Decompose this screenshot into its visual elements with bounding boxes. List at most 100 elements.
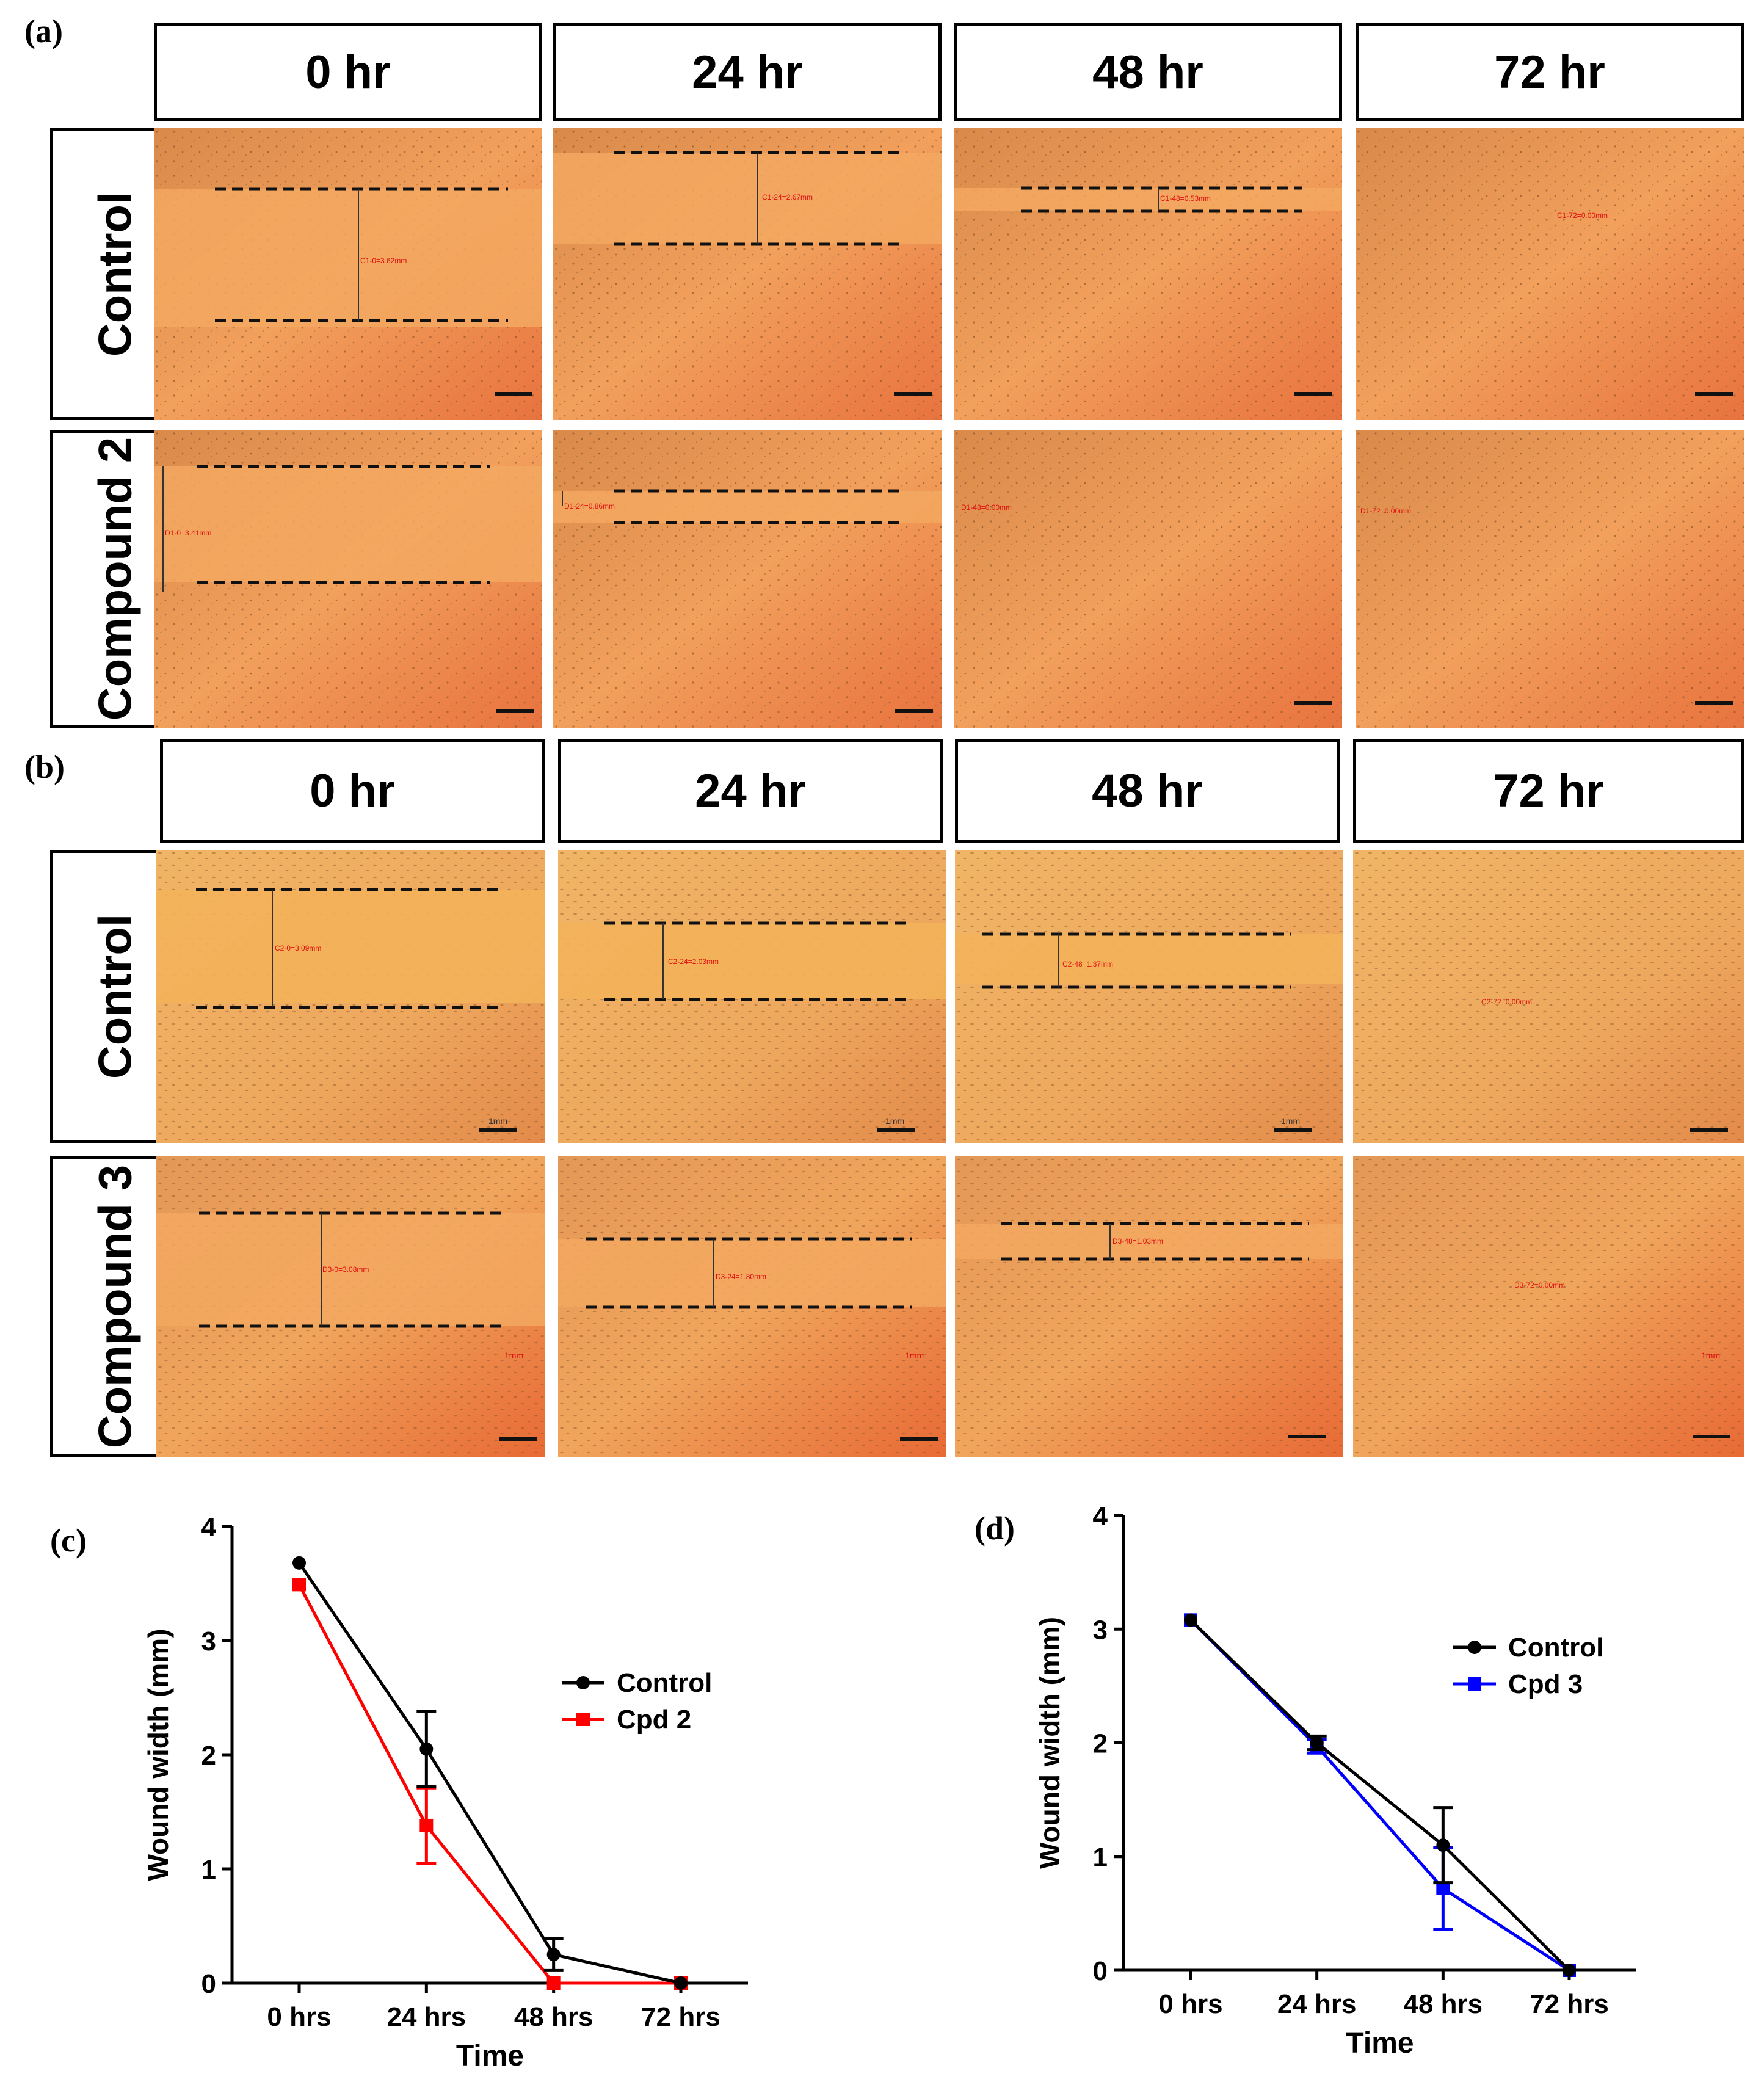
data-point	[1436, 1838, 1450, 1852]
series-line-control	[1189, 1619, 1570, 1971]
scale-bar	[1695, 701, 1733, 705]
micrograph-a-control-72hr	[1356, 128, 1744, 420]
y-axis-label: Wound width (mm)	[1034, 1617, 1065, 1869]
scale-label: 1mm	[488, 1116, 508, 1126]
scale-bar	[900, 1437, 938, 1441]
scale-label: 1mm	[905, 1351, 924, 1360]
header-a-24hr: 24 hr	[553, 23, 942, 121]
scale-bar	[1690, 1128, 1728, 1132]
micrograph-b-control-24hr	[558, 850, 946, 1143]
y-tick-label: 2	[1093, 1729, 1108, 1759]
micrograph-a-control-48hr	[954, 128, 1342, 420]
micrograph-a-compound2-24hr	[553, 430, 942, 728]
header-b-48hr: 48 hr	[955, 739, 1340, 843]
micrograph-b-compound3-72hr	[1353, 1156, 1744, 1457]
x-axis-label: Time	[456, 2040, 524, 2072]
micrograph-a-control-0hr	[154, 128, 542, 420]
scale-bar	[1693, 1435, 1730, 1438]
scale-label: 1mm	[504, 1351, 524, 1360]
scale-bar	[479, 1128, 517, 1132]
scale-label: 1mm	[1281, 1116, 1301, 1126]
legend-label: Control	[617, 1668, 712, 1698]
measurement-a-control-48hr: C1-48=0.53mm	[1160, 194, 1211, 203]
measurement-b-control-0hr: C2-0=3.09mm	[275, 944, 322, 952]
measurement-b-control-72hr: C2-72=0.00mm	[1481, 998, 1533, 1006]
y-tick-label: 4	[201, 1512, 217, 1542]
data-point	[1563, 1964, 1576, 1977]
panel-d-label: (d)	[975, 1510, 1015, 1547]
scale-bar	[499, 1437, 537, 1441]
legend-label: Cpd 2	[617, 1705, 691, 1735]
y-tick-label: 3	[201, 1627, 216, 1656]
x-tick-label: 0 hrs	[1158, 1989, 1222, 2019]
measurement-a-compound2-72hr: D1-72=0.00mm	[1360, 507, 1412, 515]
scale-label: 1mm	[885, 1116, 905, 1126]
x-tick-label: 72 hrs	[1530, 1989, 1609, 2019]
scale-bar	[1274, 1128, 1312, 1132]
scale-bar	[877, 1128, 915, 1132]
micrograph-b-control-48hr	[955, 850, 1343, 1143]
data-point	[419, 1742, 434, 1756]
scale-bar	[1695, 392, 1733, 396]
micrograph-b-control-72hr	[1353, 850, 1744, 1143]
measurement-b-control-24hr: C2-24=2.03mm	[668, 957, 719, 966]
data-point	[1310, 1736, 1324, 1750]
y-tick-label: 1	[201, 1855, 216, 1885]
micrograph-b-compound3-24hr	[558, 1156, 946, 1457]
legend-label: Control	[1508, 1633, 1603, 1663]
measurement-a-control-24hr: C1-24=2.67mm	[762, 193, 813, 201]
scale-bar	[1288, 1435, 1326, 1438]
measurement-a-compound2-48hr: D1-48=0.00mm	[961, 503, 1012, 512]
scale-bar	[496, 709, 534, 713]
legend-label: Cpd 3	[1508, 1669, 1583, 1699]
data-point	[419, 1818, 434, 1832]
data-point	[546, 1948, 561, 1962]
scale-bar	[1294, 701, 1332, 705]
y-tick-label: 0	[1093, 1956, 1108, 1986]
chart-d: 0 1 2 3 4 0 hrs 24 hrs 48 hrs 72 hrs Time Wound wi…	[1034, 1501, 1636, 2059]
micrograph-a-compound2-48hr	[954, 430, 1342, 728]
y-tick-label: 1	[1093, 1843, 1108, 1873]
y-axis-label: Wound width (mm)	[142, 1628, 174, 1881]
micrograph-b-control-0hr	[156, 850, 545, 1143]
panel-c-label: (c)	[50, 1522, 87, 1559]
micrograph-b-compound3-48hr	[955, 1156, 1343, 1457]
micrograph-a-control-24hr	[553, 128, 942, 420]
header-b-0hr: 0 hr	[160, 739, 545, 843]
y-tick-label: 4	[1093, 1501, 1108, 1531]
measurement-a-compound2-0hr: D1-0=3.41mm	[165, 529, 212, 537]
data-point	[1184, 1613, 1197, 1627]
measurement-b-compound3-24hr: D3-24=1.80mm	[716, 1272, 767, 1281]
y-tick-label: 0	[201, 1969, 216, 1999]
header-a-0hr: 0 hr	[154, 23, 542, 121]
header-a-48hr: 48 hr	[954, 23, 1342, 121]
x-tick-label: 24 hrs	[387, 2002, 466, 2032]
y-tick-label: 2	[201, 1741, 216, 1771]
data-point	[1436, 1881, 1450, 1895]
micrograph-a-compound2-72hr	[1356, 430, 1744, 728]
x-tick-label: 48 hrs	[1404, 1989, 1483, 2019]
x-tick-label: 24 hrs	[1277, 1989, 1357, 2019]
x-tick-label: 48 hrs	[514, 2002, 593, 2032]
legend-marker	[576, 1713, 590, 1726]
scale-bar	[894, 392, 932, 396]
chart-c: 0 1 2 3 4 0 hrs 24 hrs 48 hrs 72 hrs Time Wound wi…	[142, 1512, 748, 2072]
data-point	[292, 1578, 306, 1592]
data-point	[546, 1976, 561, 1990]
x-tick-label: 72 hrs	[641, 2002, 720, 2032]
scale-label: 1mm	[1701, 1351, 1721, 1360]
header-b-72hr: 72 hr	[1353, 739, 1744, 843]
scale-bar	[495, 392, 532, 396]
scale-bar	[895, 709, 933, 713]
measurement-a-control-0hr: C1-0=3.62mm	[360, 256, 407, 265]
measurement-a-control-72hr: C1-72=0.00mm	[1557, 211, 1608, 220]
header-b-24hr: 24 hr	[558, 739, 943, 843]
panel-b-label: (b)	[24, 749, 65, 785]
legend-marker	[1468, 1677, 1481, 1691]
data-point	[674, 1976, 688, 1990]
series-line-control	[297, 1562, 681, 1985]
y-tick-label: 3	[1093, 1615, 1108, 1645]
measurement-b-compound3-0hr: D3-0=3.08mm	[322, 1265, 369, 1274]
scale-bar	[1294, 392, 1332, 396]
measurement-a-compound2-24hr: D1-24=0.86mm	[564, 502, 615, 510]
